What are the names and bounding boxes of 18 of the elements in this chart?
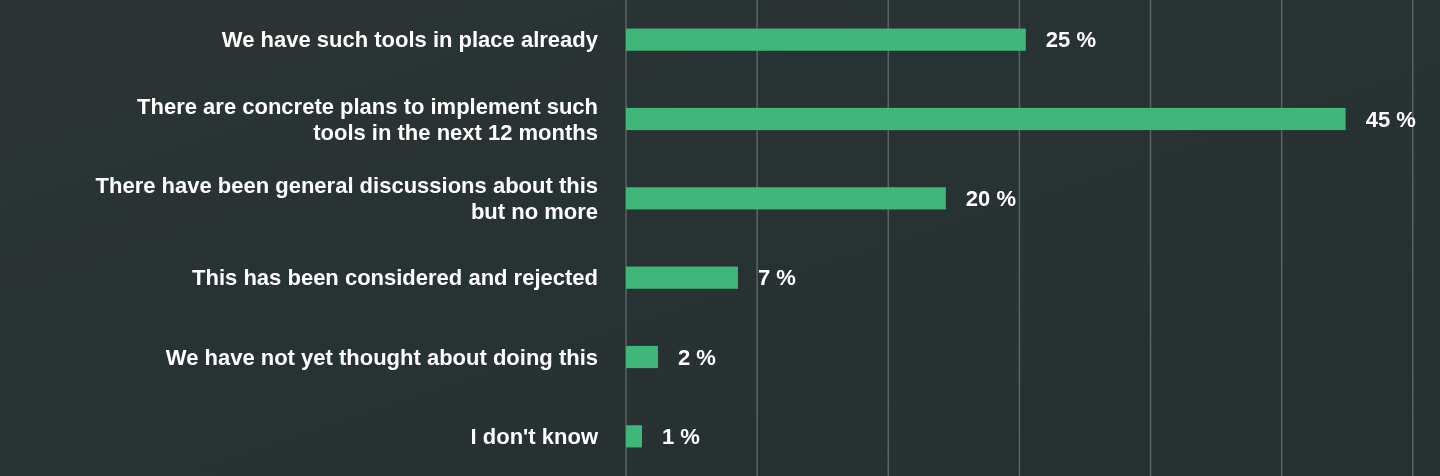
y-tick-label: We have such tools in place already [221,27,599,53]
data-label: 7 % [757,265,796,291]
bar [626,266,738,289]
data-label: 25 % [1045,27,1096,53]
data-label: 45 % [1365,106,1416,132]
data-label: 2 % [677,344,716,370]
bar [626,425,642,448]
data-label: 1 % [661,424,700,450]
y-tick-label: This has been considered and rejected [192,265,598,291]
y-tick-label: We have not yet thought about doing this [165,344,598,370]
data-label: 20 % [965,186,1016,212]
bar [626,187,946,210]
bar [626,28,1026,51]
bar [626,345,658,369]
y-tick-label: There have been general discussions about this but no more [95,172,598,225]
bar [626,107,1346,131]
y-tick-label: I don't know [470,424,599,450]
y-tick-label: There are concrete plans to implement such tools in the next 12 months [137,93,598,145]
